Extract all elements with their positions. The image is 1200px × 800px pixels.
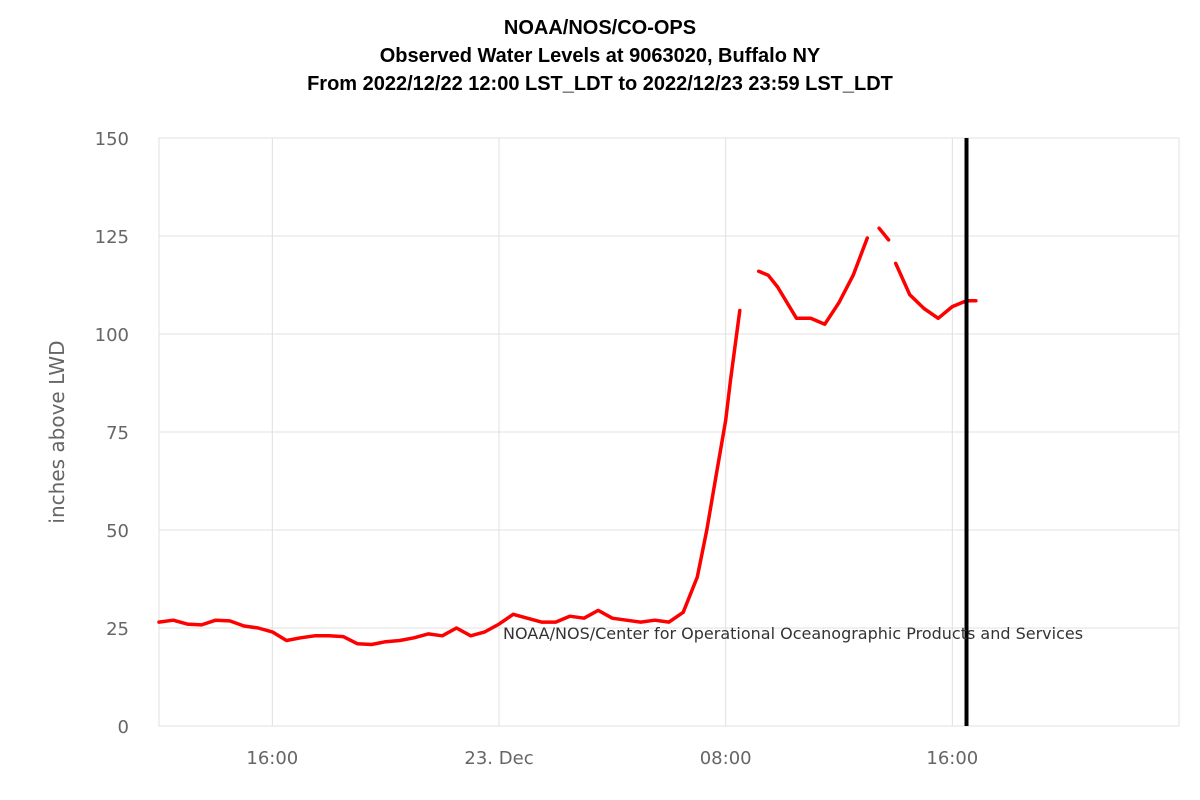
y-tick-label: 0	[118, 717, 129, 738]
x-tick-labels: 16:00 23. Dec 08:00 16:00	[246, 748, 978, 769]
x-tick-label: 08:00	[700, 748, 752, 769]
y-tick-labels: 0 25 50 75 100 125 150	[95, 129, 129, 738]
y-axis-title: inches above LWD	[45, 340, 69, 523]
chart-title-line-2: Observed Water Levels at 9063020, Buffal…	[379, 45, 821, 67]
series-line-segment	[877, 226, 891, 242]
chart-title-line-3: From 2022/12/22 12:00 LST_LDT to 2022/12…	[307, 73, 893, 95]
series-line-segment	[756, 236, 870, 326]
x-tick-label: 16:00	[926, 748, 978, 769]
y-tick-label: 25	[106, 619, 129, 640]
series-line-segment	[157, 308, 742, 647]
x-tick-label: 23. Dec	[464, 748, 533, 769]
y-tick-label: 150	[95, 129, 129, 150]
series-line-segment	[893, 261, 978, 321]
series-water-level	[157, 226, 978, 647]
grid-lines	[158, 137, 1180, 727]
y-tick-label: 100	[95, 325, 129, 346]
chart-title: NOAA/NOS/CO-OPS Observed Water Levels at…	[0, 14, 1200, 98]
y-tick-label: 125	[95, 227, 129, 248]
x-tick-label: 16:00	[246, 748, 298, 769]
credit-text: NOAA/NOS/Center for Operational Oceanogr…	[503, 624, 1083, 643]
y-tick-label: 50	[106, 521, 129, 542]
y-tick-label: 75	[106, 423, 129, 444]
chart-title-line-1: NOAA/NOS/CO-OPS	[503, 17, 697, 39]
